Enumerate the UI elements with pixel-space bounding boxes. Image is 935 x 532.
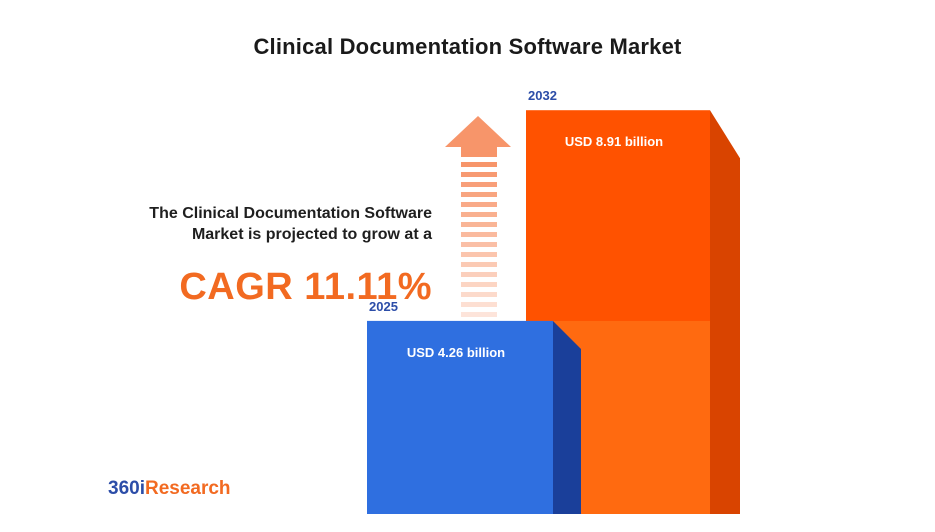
arrow-stripe — [461, 292, 497, 297]
arrow-stripe — [461, 262, 497, 267]
arrow-stripe — [461, 252, 497, 257]
chart-title: Clinical Documentation Software Market — [253, 34, 682, 59]
value-label-2032: USD 8.91 billion — [565, 134, 663, 149]
year-label-2032: 2032 — [528, 88, 557, 103]
bars-group — [367, 110, 740, 514]
cagr-value: CAGR 11.11% — [179, 266, 432, 308]
arrow-stripe — [461, 272, 497, 277]
bar-side-2025-top — [553, 320, 581, 514]
arrow-stripe — [461, 202, 497, 207]
year-label-2025: 2025 — [369, 299, 398, 314]
brand-suffix: Research — [144, 478, 231, 499]
arrow-stripe — [461, 232, 497, 237]
brand-logo: 360iResearch — [108, 478, 231, 500]
arrow-stripe — [461, 242, 497, 247]
arrow-head — [445, 116, 511, 147]
arrow-stripe — [461, 192, 497, 197]
arrow-stripe — [461, 302, 497, 307]
cagr-description: The Clinical Documentation Software Mark… — [149, 205, 432, 243]
value-label-2025: USD 4.26 billion — [407, 345, 505, 360]
arrow-stripe — [461, 162, 497, 167]
arrow-stripe — [461, 212, 497, 217]
arrow-stripe — [461, 222, 497, 227]
bar-front-2025-top — [367, 320, 553, 514]
growth-arrow-icon — [445, 116, 511, 357]
brand-prefix: 360i — [108, 478, 145, 499]
arrow-shaft-top — [461, 146, 497, 157]
arrow-stripe — [461, 282, 497, 287]
bar-side-2032 — [710, 110, 740, 514]
labels-group: 2032 USD 8.91 billion 2025 USD 4.26 billion — [369, 88, 663, 360]
arrow-stripe — [461, 172, 497, 177]
arrow-stripe — [461, 312, 497, 317]
arrow-stripe — [461, 182, 497, 187]
